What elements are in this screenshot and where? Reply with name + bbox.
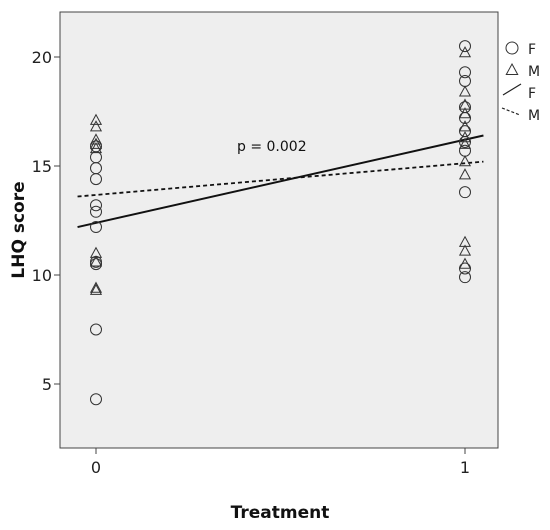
- fit-line-m-dashed: [77, 160, 484, 198]
- y-tick-label: 20: [32, 48, 52, 67]
- p-value-annotation: p = 0.002: [237, 139, 307, 155]
- data-point-triangle: [89, 137, 103, 149]
- data-point-triangle: [458, 168, 472, 180]
- data-point-circle: [459, 66, 471, 79]
- data-point-triangle: [89, 113, 103, 125]
- data-point-circle: [459, 186, 471, 199]
- legend-triangle-icon: [505, 62, 519, 75]
- x-tick-label: 0: [91, 458, 101, 477]
- data-point-triangle: [458, 244, 472, 256]
- legend-circle-icon: [505, 41, 519, 55]
- data-point-triangle: [89, 283, 103, 295]
- y-tick-label: 5: [42, 375, 52, 394]
- data-point-triangle: [89, 281, 103, 293]
- data-point-triangle: [458, 85, 472, 97]
- legend-dashed-line-icon: [501, 107, 521, 116]
- data-point-circle: [459, 40, 471, 53]
- x-axis-title: Treatment: [231, 503, 330, 523]
- data-point-triangle: [458, 107, 472, 119]
- legend-label: F: [528, 42, 536, 58]
- data-point-circle: [90, 323, 102, 336]
- data-point-circle: [90, 258, 102, 271]
- legend-label: M: [528, 108, 540, 124]
- data-point-circle: [459, 271, 471, 284]
- data-point-circle: [90, 221, 102, 234]
- fit-line-f-solid: [77, 134, 484, 229]
- data-point-circle: [90, 205, 102, 218]
- data-point-triangle: [89, 120, 103, 132]
- data-point-triangle: [458, 155, 472, 167]
- data-point-triangle: [89, 255, 103, 267]
- data-point-triangle: [458, 46, 472, 58]
- plot-background: [59, 11, 499, 449]
- data-point-triangle: [458, 137, 472, 149]
- y-tick-label: 15: [32, 157, 52, 176]
- data-point-triangle: [458, 257, 472, 269]
- legend-label: F: [528, 86, 536, 102]
- data-point-circle: [90, 393, 102, 406]
- x-tick-label: 1: [460, 458, 470, 477]
- y-axis-title: LHQ score: [9, 181, 29, 278]
- data-point-triangle: [458, 131, 472, 143]
- data-point-circle: [90, 173, 102, 186]
- legend-solid-line-icon: [502, 83, 522, 96]
- data-point-triangle: [89, 142, 103, 154]
- data-point-circle: [90, 199, 102, 212]
- y-tick-label: 10: [32, 266, 52, 285]
- legend-label: M: [528, 64, 540, 80]
- data-point-triangle: [458, 120, 472, 132]
